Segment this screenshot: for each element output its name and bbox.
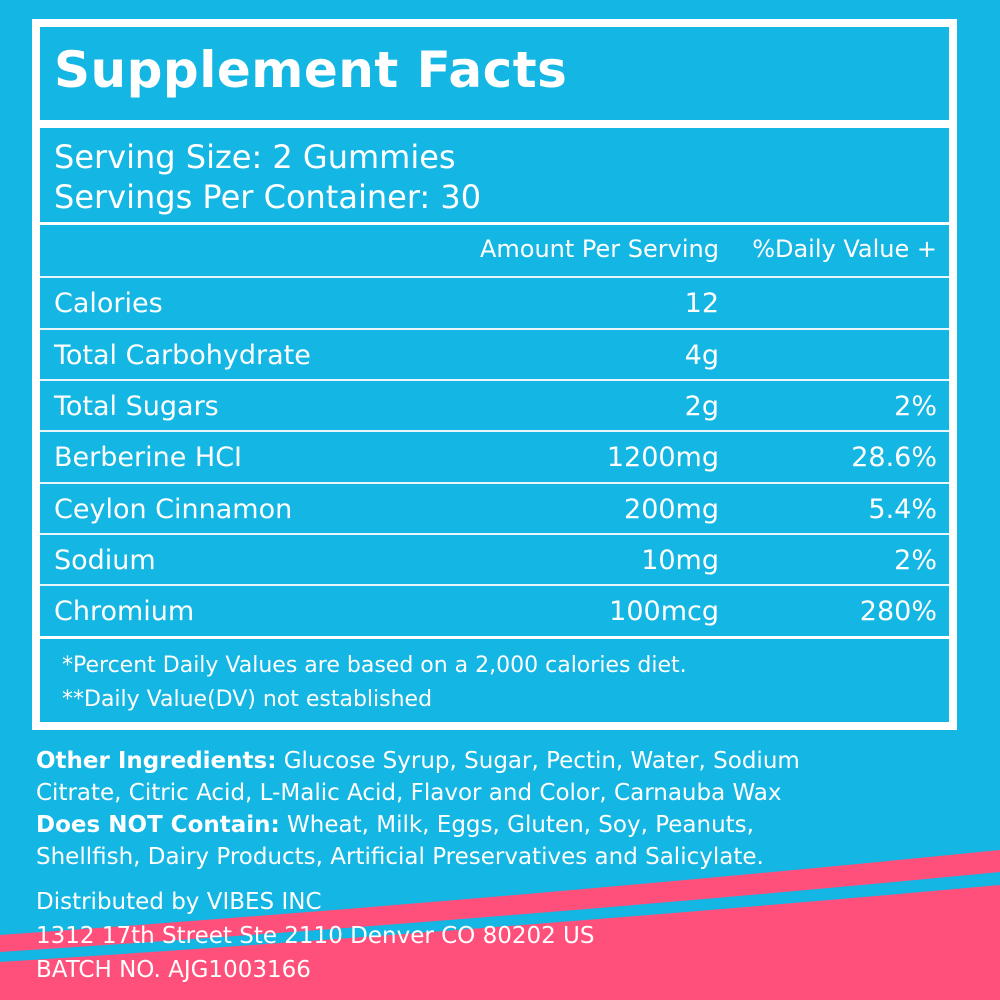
footnote: *Percent Daily Values are based on a 2,0…: [62, 653, 687, 678]
nutrient-row: Total Sugars 2g 2%: [40, 381, 949, 431]
nutrient-amount: 100mcg: [609, 596, 719, 627]
serving-size: Serving Size: 2 Gummies: [54, 138, 456, 176]
footnote: **Daily Value(DV) not established: [62, 687, 433, 712]
nutrient-name: Chromium: [54, 596, 195, 627]
servings-per-container: Servings Per Container: 30: [54, 178, 482, 216]
nutrient-daily-value: 2%: [894, 545, 937, 576]
nutrient-row: Calories 12: [40, 278, 949, 328]
distributor-address: 1312 17th Street Ste 2110 Denver CO 8020…: [36, 923, 595, 949]
row-divider: [40, 533, 949, 535]
title-divider: [40, 120, 949, 128]
ingredients-section: Other Ingredients: Glucose Syrup, Sugar,…: [36, 745, 800, 873]
distributor-info: Distributed by VIBES INC 1312 17th Stree…: [36, 885, 595, 987]
nutrient-daily-value: 28.6%: [851, 442, 937, 473]
footnotes: *Percent Daily Values are based on a 2,0…: [62, 649, 687, 717]
nutrient-name: Total Carbohydrate: [54, 340, 311, 371]
row-divider: [40, 379, 949, 381]
row-divider: [40, 482, 949, 484]
nutrient-amount: 1200mg: [606, 442, 719, 473]
nutrient-row: Chromium 100mcg 280%: [40, 586, 949, 636]
serving-info: Serving Size: 2 Gummies Servings Per Con…: [54, 137, 481, 217]
nutrient-daily-value: 2%: [894, 391, 937, 422]
row-divider: [40, 276, 949, 278]
nutrient-row: Sodium 10mg 2%: [40, 535, 949, 585]
does-not-contain-text: Wheat, Milk, Eggs, Gluten, Soy, Peanuts,: [279, 812, 754, 838]
other-ingredients-text: Citrate, Citric Acid, L-Malic Acid, Flav…: [36, 780, 782, 806]
nutrient-daily-value: 5.4%: [868, 494, 937, 525]
panel-title: Supplement Facts: [54, 41, 568, 99]
nutrient-amount: 200mg: [624, 494, 719, 525]
other-ingredients-text: Glucose Syrup, Sugar, Pectin, Water, Sod…: [276, 748, 800, 774]
row-divider: [40, 584, 949, 586]
nutrient-amount: 10mg: [641, 545, 719, 576]
nutrient-name: Calories: [54, 288, 163, 319]
nutrient-name: Total Sugars: [54, 391, 219, 422]
nutrient-row: Berberine HCI 1200mg 28.6%: [40, 432, 949, 482]
nutrient-name: Berberine HCI: [54, 442, 243, 473]
nutrient-amount: 12: [684, 288, 719, 319]
nutrient-row: Ceylon Cinnamon 200mg 5.4%: [40, 484, 949, 534]
row-divider: [40, 328, 949, 330]
nutrient-row: Total Carbohydrate 4g: [40, 330, 949, 380]
batch-number: BATCH NO. AJG1003166: [36, 957, 311, 983]
distributor-name: Distributed by VIBES INC: [36, 889, 322, 915]
nutrient-amount: 2g: [684, 391, 719, 422]
does-not-contain-text: Shellfish, Dairy Products, Artificial Pr…: [36, 844, 764, 870]
nutrient-amount: 4g: [684, 340, 719, 371]
supplement-facts-panel: Supplement Facts Serving Size: 2 Gummies…: [32, 19, 957, 730]
does-not-contain-label: Does NOT Contain:: [36, 812, 280, 838]
serving-divider: [40, 222, 949, 225]
pink-stripe-upper: [0, 850, 1000, 952]
nutrient-daily-value: 280%: [859, 596, 937, 627]
amount-header: Amount Per Serving: [479, 235, 719, 263]
pink-stripe-lower: [0, 885, 1000, 1000]
nutrient-name: Ceylon Cinnamon: [54, 494, 293, 525]
dv-header: %Daily Value +: [752, 235, 937, 263]
other-ingredients-label: Other Ingredients:: [36, 748, 277, 774]
column-header-row: Amount Per Serving %Daily Value +: [40, 225, 949, 275]
row-divider: [40, 430, 949, 432]
footnote-divider: [40, 636, 949, 639]
nutrient-name: Sodium: [54, 545, 156, 576]
